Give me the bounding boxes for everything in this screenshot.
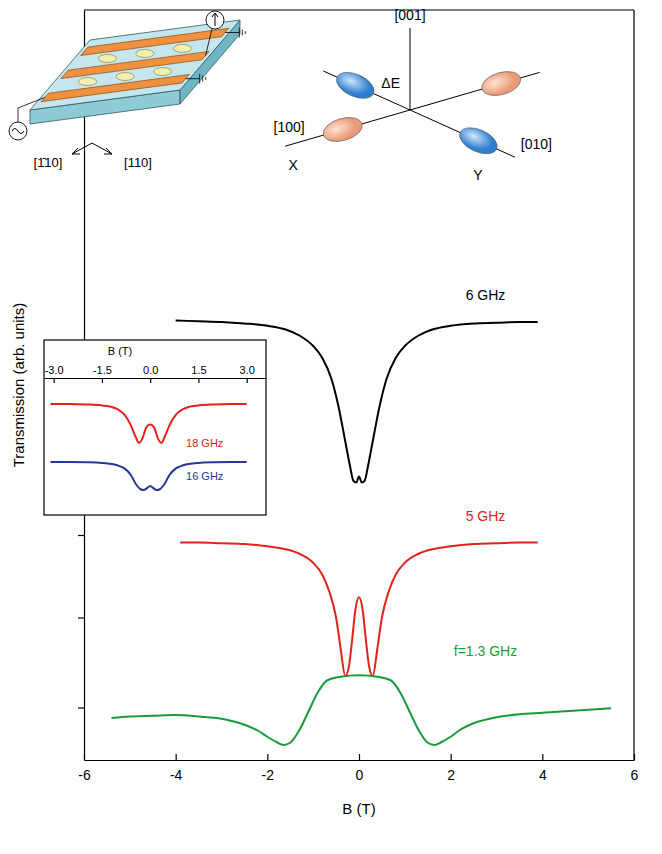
inset-plot-area	[50, 404, 246, 490]
disc	[154, 68, 172, 76]
x-axis-title: B (T)	[342, 800, 375, 817]
tick-mark	[102, 378, 103, 383]
tick-mark	[247, 378, 248, 383]
ground	[225, 28, 245, 38]
tick-label: 0	[356, 767, 364, 783]
tick-label: 0.0	[143, 364, 158, 376]
tick-label: -2	[262, 767, 275, 783]
inset-x-axis: -3.0 -1.5 0.0 1.5 3.0	[45, 364, 267, 383]
plot-frame	[633, 10, 634, 760]
tick-mark	[176, 754, 177, 760]
tick: 4	[539, 754, 547, 783]
tick-mark	[78, 535, 84, 536]
wire	[18, 98, 45, 123]
series-label: 16 GHz	[186, 470, 223, 482]
tick: 0.0	[143, 364, 158, 383]
series-line	[112, 675, 612, 745]
tick-label: -4	[170, 767, 183, 783]
series-label: 5 GHz	[466, 508, 506, 524]
tick-mark	[78, 617, 84, 618]
series-line	[50, 462, 246, 490]
axis-label: [010]	[521, 136, 552, 152]
tick-label: 2	[447, 767, 455, 783]
axis-label: ΔE	[381, 75, 400, 91]
axis-label: Y	[473, 167, 483, 183]
tick-mark	[359, 754, 360, 760]
tick	[78, 708, 84, 709]
series-label: 18 GHz	[186, 437, 223, 449]
x-axis-line	[85, 760, 635, 761]
axis-label: X	[288, 157, 298, 173]
tick-label: 3.0	[240, 364, 255, 376]
orbital-lobe	[320, 113, 365, 145]
inset-frame	[44, 340, 266, 515]
series-line	[180, 543, 538, 677]
tick-mark	[54, 378, 55, 383]
tick-label: -6	[78, 767, 91, 783]
orbital-lobe	[479, 67, 524, 99]
disc	[173, 44, 191, 52]
tick-mark	[150, 378, 151, 383]
detector-symbol	[212, 13, 218, 26]
axis-label: [001]	[394, 7, 425, 23]
tick-mark	[78, 707, 84, 708]
tick: -2	[262, 754, 275, 783]
device-schematic: [1̄10] [110]	[9, 11, 245, 170]
disc	[98, 54, 116, 62]
tick: -4	[170, 754, 183, 783]
orbital-diagram: [001] [100] X ΔE [010] Y	[274, 7, 552, 183]
tick-label: 1.5	[191, 364, 206, 376]
figure: -6 -4 -2 0 2 4 6 B (T) Transmission (arb. units)…	[0, 0, 662, 854]
source-symbol	[12, 129, 24, 134]
direction-label: [110]	[124, 155, 152, 170]
wire	[206, 29, 213, 56]
tick	[78, 618, 84, 619]
series-label: 6 GHz	[466, 287, 506, 303]
source	[9, 122, 27, 140]
disc	[136, 49, 154, 57]
tick-label: 4	[539, 767, 547, 783]
tick: 0	[356, 754, 364, 783]
detector	[206, 11, 224, 29]
tick-mark	[267, 754, 268, 760]
tick-label: -1.5	[93, 364, 112, 376]
inset-x-axis-title: B (T)	[108, 345, 132, 357]
tick: -3.0	[45, 364, 64, 383]
slab-top	[30, 20, 240, 110]
series-label: f=1.3 GHz	[454, 643, 517, 659]
direction-arrows	[72, 143, 112, 154]
disc	[79, 78, 97, 86]
tick-mark	[634, 754, 635, 760]
axis-line	[410, 28, 411, 110]
tick-mark	[451, 754, 452, 760]
plot-frame	[84, 9, 634, 10]
y-axis-title: Transmission (arb. units)	[10, 303, 27, 468]
tick-label: 6	[631, 767, 639, 783]
x-axis: -6 -4 -2 0 2 4 6	[78, 754, 638, 783]
tick-mark	[198, 378, 199, 383]
tick: 2	[447, 754, 455, 783]
tick: 3.0	[240, 364, 255, 383]
tick	[78, 535, 84, 536]
ground	[186, 74, 206, 84]
orbital-lobe	[456, 123, 502, 159]
tick-label: -3.0	[45, 364, 64, 376]
inset-x-axis-line	[45, 378, 267, 379]
axis-label: [100]	[274, 119, 305, 135]
tick: 1.5	[191, 364, 206, 383]
orbital-lobe	[333, 67, 379, 103]
electrode	[81, 28, 229, 55]
tick-mark	[542, 754, 543, 760]
tick: -1.5	[93, 364, 112, 383]
direction-label: [1̄10]	[34, 155, 63, 170]
tick: 6	[631, 754, 639, 783]
disc	[116, 73, 134, 81]
